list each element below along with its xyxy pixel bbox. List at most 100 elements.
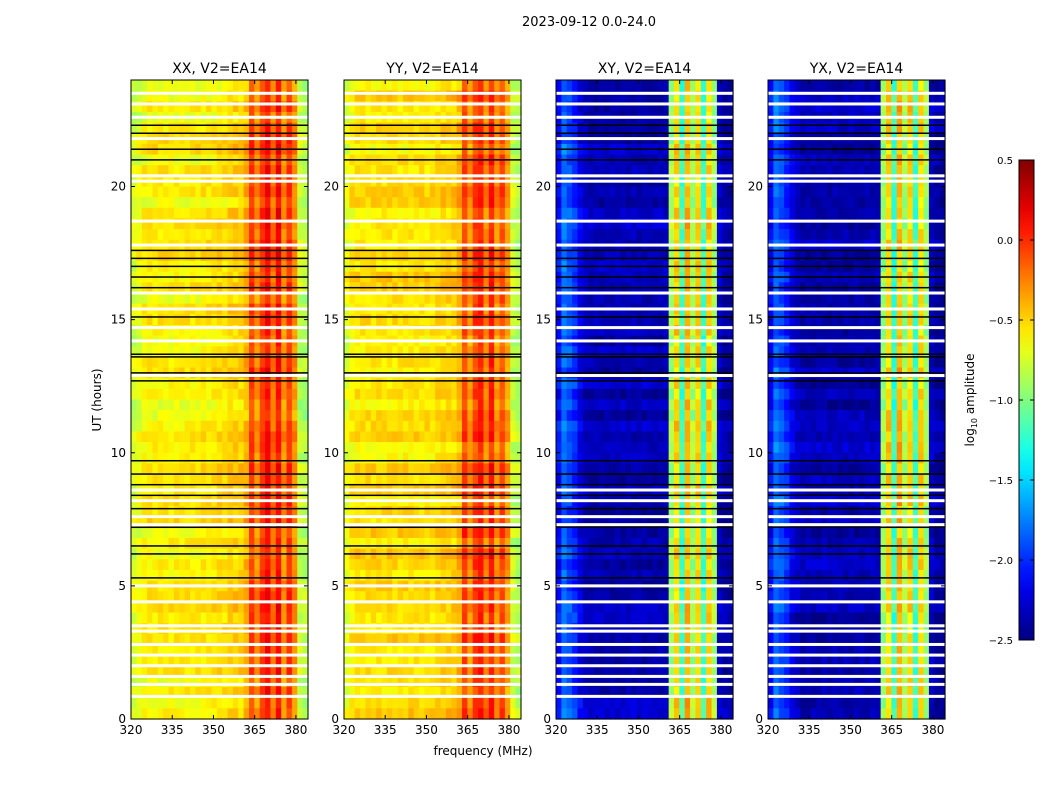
- heatmap-cell: [499, 708, 506, 720]
- heatmap-cell: [620, 293, 627, 305]
- heatmap-cell: [429, 165, 436, 177]
- heatmap-cell: [488, 229, 495, 241]
- heatmap-cell: [684, 346, 691, 358]
- heatmap-cell: [615, 324, 621, 337]
- heatmap-cell: [483, 655, 490, 667]
- heatmap-cell: [200, 623, 207, 635]
- heatmap-cell: [467, 314, 474, 326]
- heatmap-cell: [173, 474, 180, 486]
- heatmap-cell: [281, 250, 288, 262]
- heatmap-cell: [222, 452, 229, 464]
- heatmap-cell: [216, 559, 223, 571]
- heatmap-cell: [173, 218, 180, 230]
- heatmap-cell: [173, 442, 180, 454]
- heatmap-cell: [706, 218, 713, 230]
- heatmap-cell: [499, 80, 506, 92]
- heatmap-cell: [604, 293, 611, 305]
- heatmap-cell: [344, 527, 350, 539]
- heatmap-cell: [488, 346, 495, 358]
- heatmap-cell: [451, 229, 458, 241]
- heatmap-cell: [365, 474, 372, 486]
- heatmap-cell: [494, 378, 501, 390]
- heatmap-cell: [302, 324, 309, 337]
- heatmap-cell: [370, 197, 377, 209]
- heatmap-cell: [200, 324, 207, 337]
- heatmap-cell: [381, 442, 388, 454]
- heatmap-cell: [472, 687, 479, 699]
- heatmap-cell: [392, 559, 399, 571]
- heatmap-cell: [275, 442, 282, 454]
- heatmap-cell: [281, 559, 288, 571]
- heatmap-cell: [674, 90, 680, 102]
- heatmap-cell: [456, 442, 463, 454]
- heatmap-cell: [195, 452, 202, 464]
- heatmap-cell: [141, 80, 148, 92]
- heatmap-cell: [136, 324, 143, 337]
- heatmap-cell: [716, 314, 723, 326]
- heatmap-cell: [206, 324, 213, 337]
- heatmap-cell: [259, 420, 266, 433]
- heatmap-cell: [173, 623, 180, 635]
- heatmap-cell: [435, 474, 442, 486]
- heatmap-cell: [419, 346, 426, 358]
- flagged-row-white: [344, 682, 521, 686]
- y-tick-label: 5: [118, 579, 126, 593]
- heatmap-cell: [184, 516, 191, 528]
- heatmap-cell: [354, 452, 361, 464]
- heatmap-cell: [445, 197, 452, 209]
- heatmap-cell: [386, 644, 393, 656]
- heatmap-cell: [510, 431, 517, 443]
- heatmap-cell: [179, 633, 186, 646]
- heatmap-cell: [136, 250, 143, 262]
- heatmap-cell: [445, 537, 452, 550]
- heatmap-cell: [462, 314, 468, 326]
- heatmap-cell: [609, 218, 616, 230]
- heatmap-cell: [515, 410, 522, 422]
- heatmap-cell: [195, 559, 202, 571]
- heatmap-cell: [462, 197, 468, 209]
- heatmap-cell: [302, 410, 309, 422]
- heatmap-cell: [397, 197, 404, 209]
- heatmap-cell: [386, 591, 393, 603]
- heatmap-cell: [419, 356, 426, 369]
- heatmap-cell: [227, 218, 234, 230]
- heatmap-cell: [478, 537, 485, 550]
- heatmap-cell: [265, 463, 272, 475]
- flagged-row-black: [344, 159, 521, 161]
- heatmap-cell: [690, 165, 697, 177]
- flagged-row-black: [344, 372, 521, 374]
- heatmap-cell: [254, 516, 261, 528]
- heatmap-cell: [472, 122, 479, 134]
- heatmap-cell: [200, 218, 207, 230]
- heatmap-cell: [344, 378, 350, 390]
- heatmap-cell: [190, 80, 196, 92]
- heatmap-cell: [195, 676, 202, 688]
- heatmap-cell: [195, 346, 202, 358]
- heatmap-cell: [200, 452, 207, 464]
- heatmap-cell: [184, 569, 191, 582]
- heatmap-cell: [302, 506, 309, 518]
- heatmap-cell: [163, 186, 170, 198]
- heatmap-cell: [403, 420, 409, 433]
- heatmap-cell: [265, 293, 272, 305]
- heatmap-cell: [392, 218, 399, 230]
- heatmap-cell: [515, 101, 522, 113]
- heatmap-cell: [711, 207, 718, 220]
- heatmap-cell: [147, 516, 154, 528]
- heatmap-cell: [238, 293, 245, 305]
- heatmap-cell: [200, 80, 207, 92]
- heatmap-cell: [408, 207, 415, 220]
- heatmap-cell: [408, 420, 415, 433]
- heatmap-cell: [499, 591, 506, 603]
- heatmap-cell: [195, 665, 202, 677]
- heatmap-cell: [711, 90, 718, 102]
- heatmap-cell: [397, 516, 404, 528]
- heatmap-cell: [179, 197, 186, 209]
- heatmap-cell: [419, 569, 426, 582]
- heatmap-cell: [216, 250, 223, 262]
- heatmap-cell: [275, 506, 282, 518]
- heatmap-cell: [668, 165, 675, 177]
- heatmap-cell: [200, 346, 207, 358]
- flagged-row-white: [344, 624, 521, 628]
- heatmap-cell: [582, 80, 589, 92]
